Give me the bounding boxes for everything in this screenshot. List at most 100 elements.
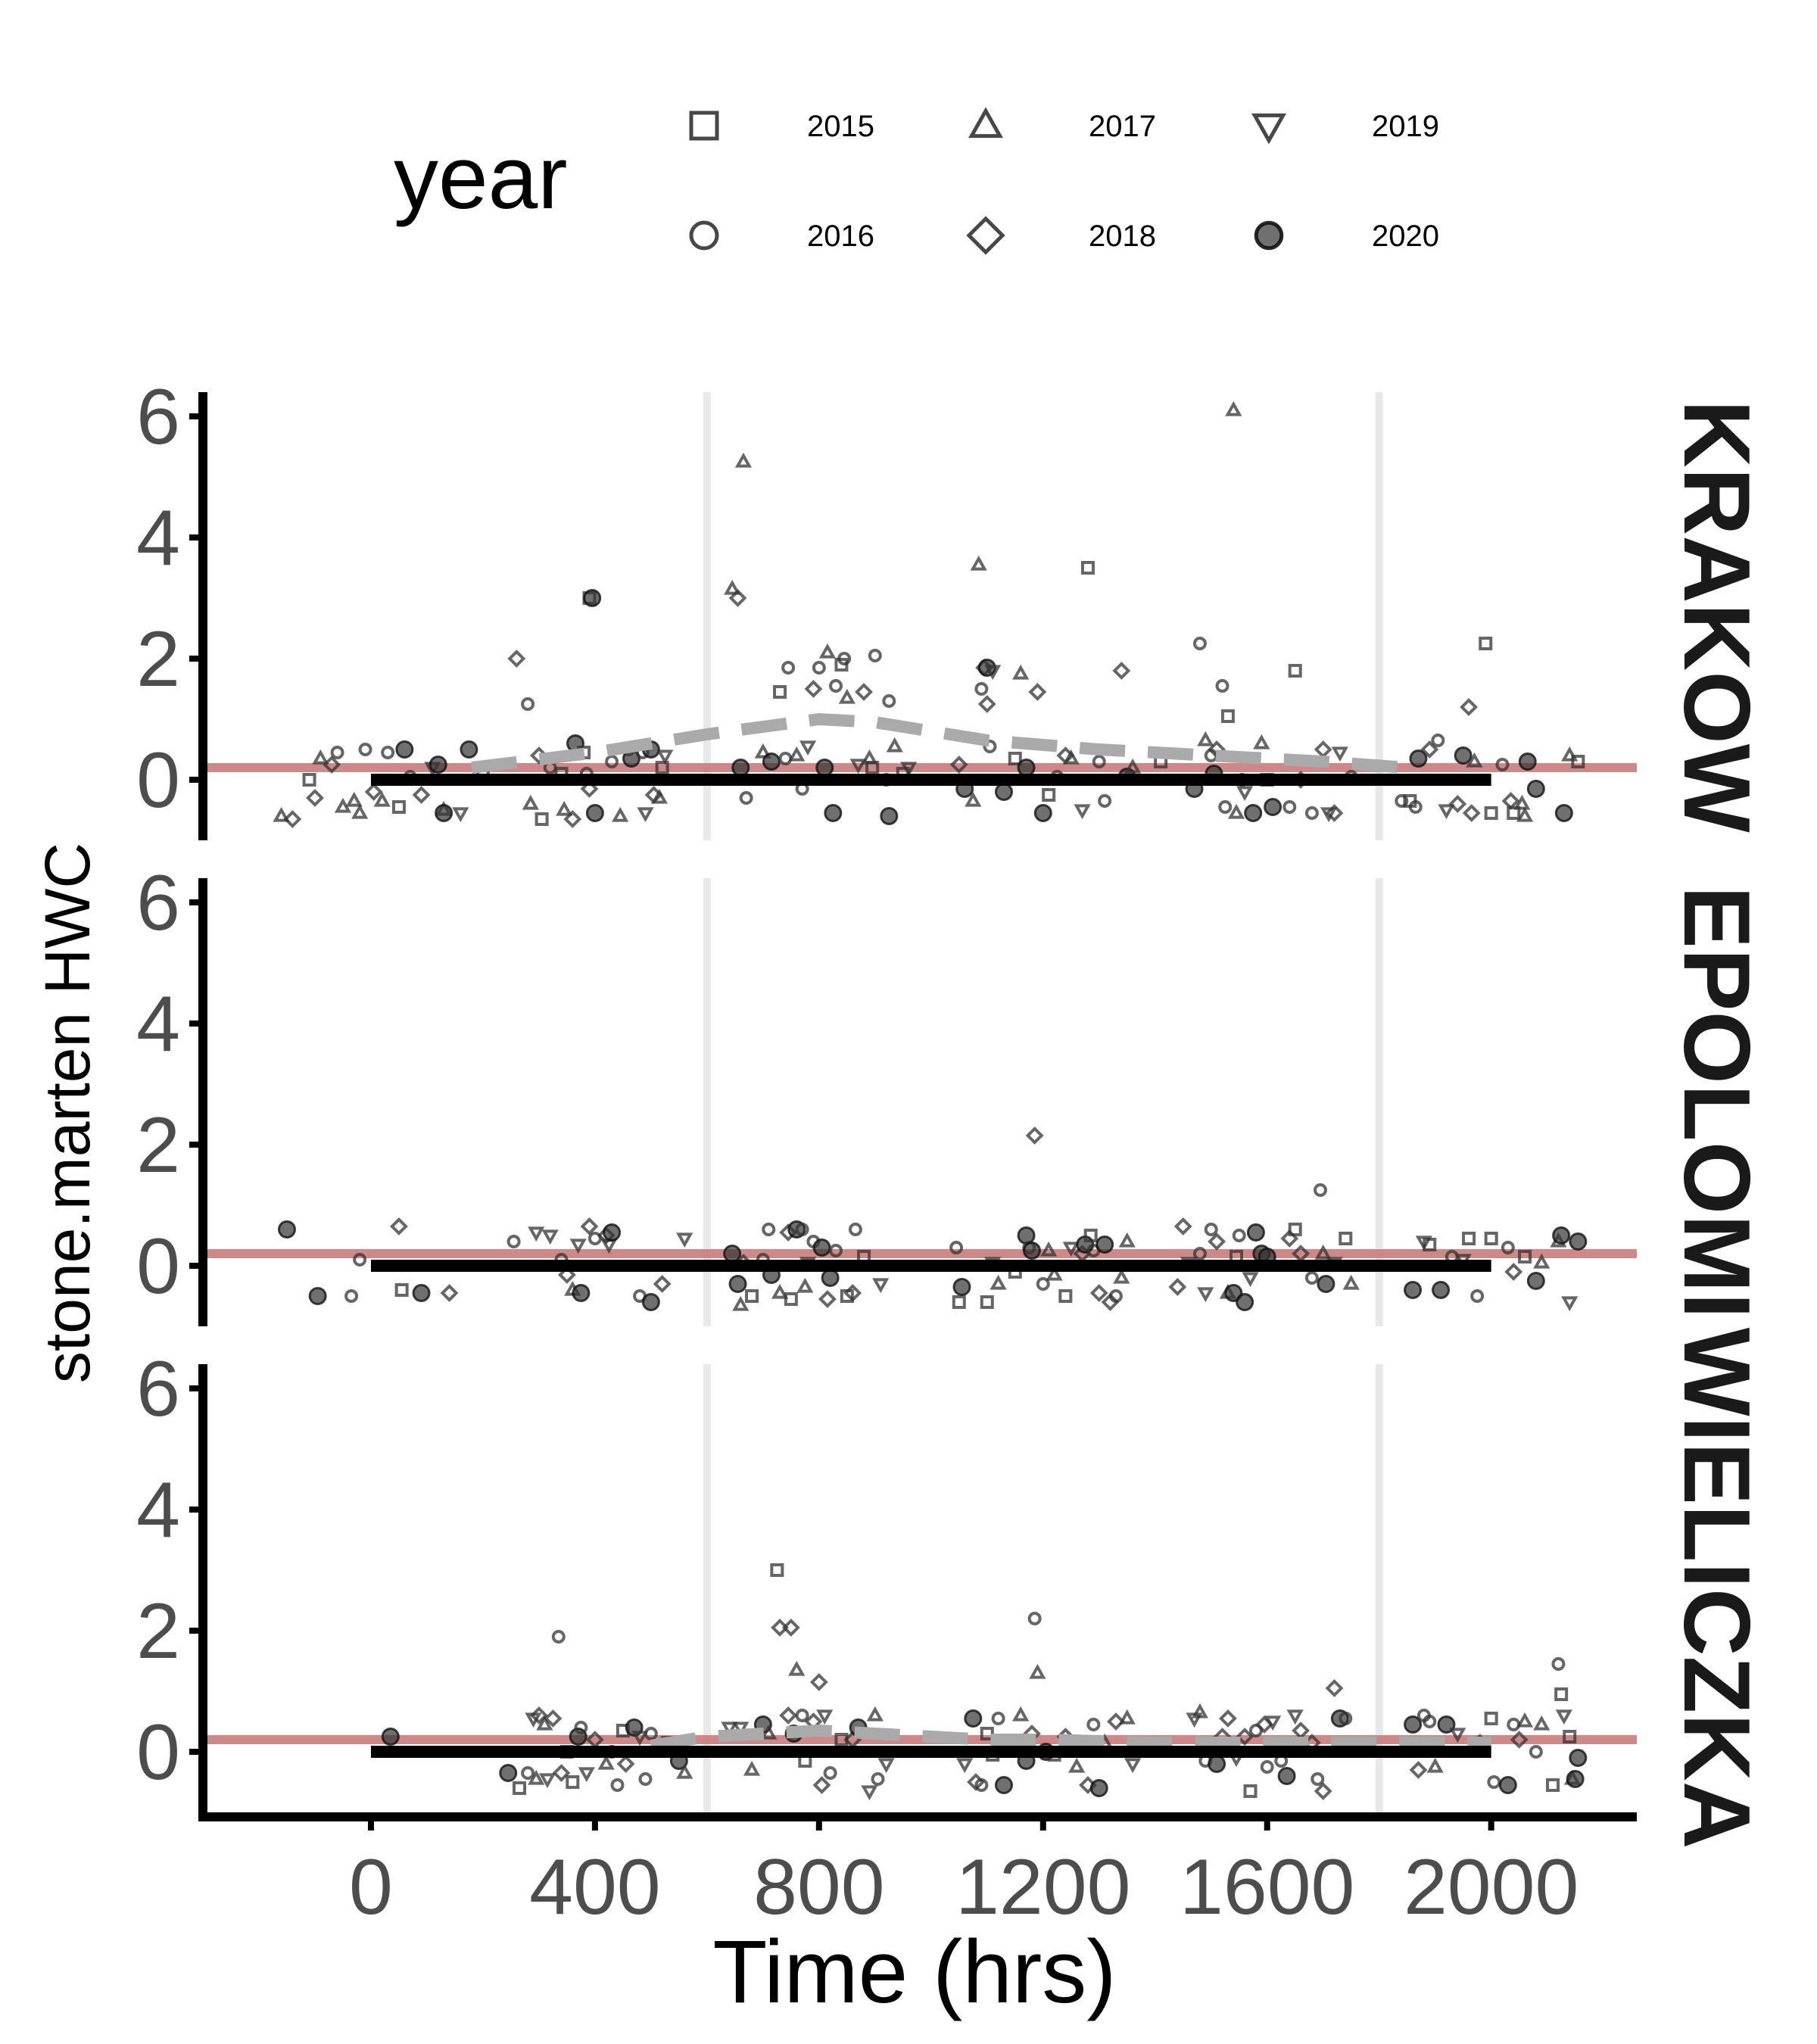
legend-label-2017: 2017	[1089, 110, 1156, 143]
data-point-2017	[273, 806, 290, 822]
data-point-2016	[1423, 1715, 1437, 1728]
data-point-2017	[760, 1724, 778, 1740]
data-point-2016	[353, 1253, 367, 1267]
data-point-2015	[1554, 1687, 1569, 1701]
x-tick-label: 800	[753, 1843, 885, 1931]
data-point-2017	[818, 643, 837, 659]
data-point-2018	[779, 1706, 798, 1725]
data-point-2016	[1395, 794, 1409, 808]
data-point-2015	[1042, 788, 1056, 802]
data-point-2015	[784, 1292, 798, 1306]
data-point-2018	[1501, 792, 1520, 810]
data-point-2020	[1208, 1755, 1226, 1773]
data-point-2015	[1058, 1289, 1073, 1303]
data-point-2020	[460, 740, 478, 759]
data-point-2017	[771, 1283, 789, 1299]
data-point-2016	[983, 740, 997, 753]
data-point-2016	[829, 679, 843, 693]
x-tick-label: 1200	[955, 1843, 1130, 1931]
data-point-2019	[541, 1229, 559, 1245]
data-point-2017	[1342, 1274, 1360, 1290]
data-point-2020	[824, 804, 843, 822]
y-tick-label: 6	[136, 859, 180, 947]
data-point-2020	[1566, 1770, 1585, 1788]
strip-label-epolomi: EPOLOMI	[1664, 886, 1769, 1319]
data-point-2015	[1008, 752, 1022, 765]
y-tick-label: 0	[136, 1709, 180, 1796]
data-point-2017	[373, 791, 391, 807]
data-point-2017	[788, 746, 806, 762]
legend-label-2016: 2016	[807, 220, 874, 253]
data-point-2020	[964, 1709, 983, 1728]
panel-krakow: 0 2 4 6 KRAKOW	[136, 373, 1769, 840]
data-point-2017	[1062, 749, 1080, 765]
data-point-2018	[1107, 1712, 1125, 1731]
data-point-2020	[435, 804, 453, 822]
data-point-2020	[1552, 1226, 1571, 1245]
data-point-2016	[1431, 734, 1445, 747]
data-point-2017	[556, 800, 573, 816]
data-point-2016	[1192, 1247, 1207, 1260]
y-axis-title: stone.marten HWC	[32, 843, 103, 1383]
data-point-2017	[965, 791, 982, 807]
data-point-2017	[1516, 1712, 1534, 1728]
data-point-2020	[1277, 1767, 1296, 1785]
data-point-2016	[812, 661, 826, 675]
legend-key-2019	[1251, 113, 1286, 145]
data-point-2018	[390, 1217, 408, 1235]
data-point-2020	[381, 1728, 400, 1746]
data-point-2018	[1448, 795, 1467, 813]
data-point-2020	[812, 1239, 831, 1257]
data-point-2018	[1504, 1263, 1523, 1281]
data-point-2020	[994, 783, 1013, 801]
data-point-2016	[1487, 1775, 1501, 1789]
data-point-2020	[641, 1293, 660, 1311]
data-point-2016	[358, 743, 372, 756]
data-point-2019	[1074, 804, 1091, 820]
data-point-2016	[506, 1235, 521, 1248]
data-point-2019	[1062, 1242, 1080, 1257]
data-point-2016	[1339, 1712, 1353, 1725]
data-point-2015	[770, 1563, 784, 1577]
data-point-2015	[1546, 1778, 1560, 1792]
data-point-2016	[1027, 1612, 1042, 1625]
data-point-2019	[1320, 807, 1338, 823]
data-point-2018	[283, 810, 302, 828]
data-point-2019	[877, 1758, 895, 1774]
data-point-2015	[1423, 1238, 1437, 1251]
data-point-2019	[578, 1767, 595, 1783]
legend-label-2019: 2019	[1372, 110, 1439, 143]
data-point-2020	[1454, 746, 1473, 765]
data-point-2015	[655, 761, 669, 774]
data-point-2016	[762, 1223, 776, 1236]
data-point-2019	[538, 1773, 556, 1789]
data-point-2019	[900, 762, 918, 777]
data-point-2016	[795, 1709, 809, 1722]
data-point-2019	[1449, 1728, 1466, 1743]
panel-epolomi: 0 2 4 6 EPOLOMI	[136, 859, 1769, 1326]
data-point-2017	[1533, 1715, 1551, 1731]
data-point-2019	[1197, 1287, 1214, 1303]
data-point-2020	[308, 1287, 327, 1305]
data-point-2017	[1068, 1757, 1086, 1773]
panel-wieliczka: 0 2 4 6 WIELICZKA	[136, 1328, 1769, 1849]
x-tick-label: 400	[529, 1843, 661, 1931]
data-point-2015	[1462, 1232, 1476, 1245]
data-point-2020	[1518, 752, 1537, 771]
data-point-2020	[585, 804, 604, 822]
data-point-2016	[1260, 1760, 1274, 1774]
data-point-2016	[1551, 1657, 1566, 1671]
data-point-2015	[1484, 1232, 1498, 1245]
data-point-2020	[821, 1269, 840, 1287]
data-point-2018	[544, 1709, 563, 1728]
legend-entry-2015: 2015	[689, 110, 874, 143]
data-point-2017	[1012, 664, 1030, 680]
data-point-2019	[1331, 746, 1349, 762]
data-point-2018	[529, 1706, 548, 1725]
data-point-2020	[603, 1223, 622, 1242]
data-point-2020	[1033, 804, 1052, 822]
data-point-2018	[323, 756, 341, 774]
data-point-2019	[1264, 1715, 1282, 1731]
